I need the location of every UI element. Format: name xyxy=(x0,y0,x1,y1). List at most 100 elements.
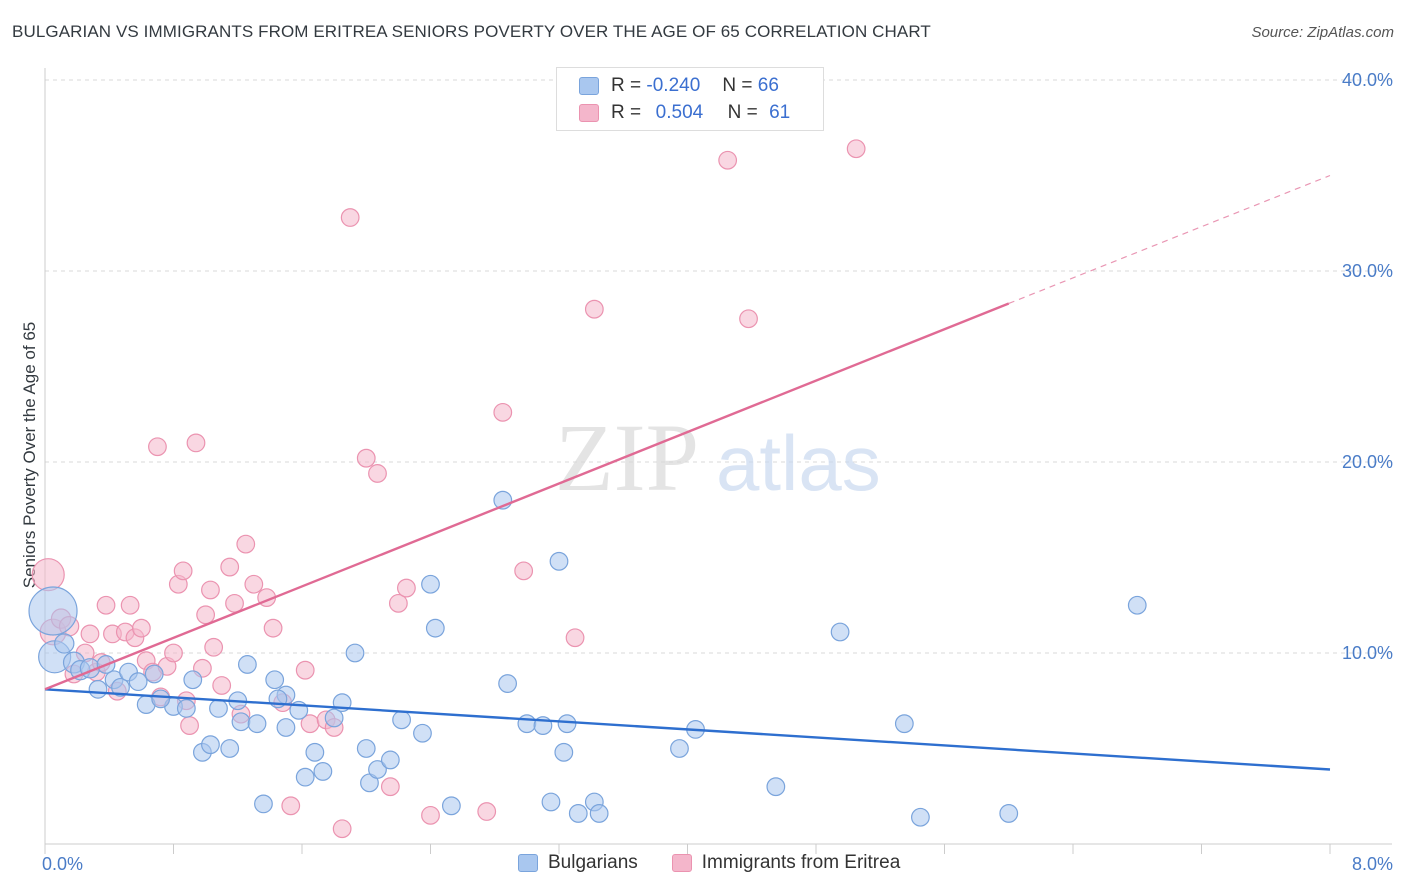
data-point xyxy=(265,670,285,690)
y-tick-label: 10.0% xyxy=(1342,643,1393,663)
data-point xyxy=(209,698,228,718)
bulgarians-swatch xyxy=(518,854,538,872)
trend-line-extension xyxy=(1008,174,1331,305)
bulgarians-swatch xyxy=(579,77,599,95)
data-point xyxy=(846,139,866,159)
data-point xyxy=(554,742,574,762)
data-point xyxy=(254,794,273,814)
data-point xyxy=(225,593,244,613)
legend-label: Immigrants from Eritrea xyxy=(701,852,901,873)
data-point xyxy=(380,750,400,770)
chart-title: BULGARIAN VS IMMIGRANTS FROM ERITREA SEN… xyxy=(12,22,931,41)
data-point xyxy=(120,595,140,615)
y-tick-label: 30.0% xyxy=(1342,261,1393,281)
data-point xyxy=(54,633,75,654)
data-point xyxy=(212,676,232,695)
tick-labels: 10.0% 20.0% 30.0% 40.0% 0.0% 8.0% xyxy=(42,70,1393,874)
data-point xyxy=(236,534,256,554)
data-point xyxy=(324,708,344,728)
data-point xyxy=(31,558,65,592)
x-tick-label: 0.0% xyxy=(42,854,83,874)
data-point xyxy=(237,655,257,674)
source-label: Source: ZipAtlas.com xyxy=(1251,24,1394,41)
data-point xyxy=(541,792,561,812)
axes xyxy=(44,68,1392,854)
data-point xyxy=(247,714,267,734)
trend-line xyxy=(44,302,1010,691)
stats-legend: R = -0.240 N = 66 R = 0.504 N = 61 xyxy=(556,67,824,131)
data-point xyxy=(220,739,240,758)
data-point xyxy=(332,819,352,839)
legend-item-eritrea: Immigrants from Eritrea xyxy=(671,852,901,874)
data-point xyxy=(295,767,315,787)
grid-lines xyxy=(45,79,1392,654)
data-point xyxy=(421,805,440,825)
data-point xyxy=(739,309,758,329)
data-point xyxy=(718,150,738,170)
n-value: 61 xyxy=(769,102,791,123)
data-point xyxy=(263,618,283,638)
n-value: 66 xyxy=(757,75,779,96)
data-point xyxy=(589,804,609,823)
n-label: N = xyxy=(727,102,758,123)
legend-item-bulgarians: Bulgarians xyxy=(518,852,638,874)
data-point xyxy=(498,674,518,693)
data-point xyxy=(96,595,116,615)
r-value: 0.504 xyxy=(655,102,704,123)
data-point xyxy=(313,762,333,781)
data-point xyxy=(565,628,585,648)
data-point xyxy=(356,448,376,468)
data-point xyxy=(128,672,148,692)
y-tick-label: 20.0% xyxy=(1342,452,1393,472)
watermark-atlas: atlas xyxy=(716,419,881,507)
data-point xyxy=(28,586,78,636)
data-point xyxy=(894,714,914,734)
data-point xyxy=(356,739,376,758)
legend-label: Bulgarians xyxy=(548,852,638,873)
data-point xyxy=(392,710,411,730)
data-point xyxy=(231,712,251,732)
data-point xyxy=(305,742,325,762)
data-point xyxy=(340,208,360,227)
data-point xyxy=(421,574,440,594)
data-point xyxy=(830,622,850,642)
data-point xyxy=(766,777,786,797)
eritrea-swatch xyxy=(579,104,599,122)
data-point xyxy=(568,804,588,823)
data-point xyxy=(999,804,1019,823)
data-point xyxy=(148,437,167,457)
r-label: R = xyxy=(611,102,642,123)
data-point xyxy=(201,580,220,600)
data-point xyxy=(413,723,432,743)
data-point xyxy=(670,739,689,758)
data-point xyxy=(368,760,387,779)
r-value: -0.240 xyxy=(646,75,701,96)
data-point xyxy=(244,574,264,594)
trend-lines xyxy=(44,174,1331,771)
data-point xyxy=(186,433,206,453)
r-label: R = xyxy=(611,75,642,96)
data-point xyxy=(549,551,569,571)
data-point xyxy=(183,670,203,690)
n-label: N = xyxy=(722,75,753,96)
data-point xyxy=(493,402,513,422)
data-point xyxy=(111,677,130,697)
data-point xyxy=(380,777,400,797)
data-point xyxy=(88,679,108,699)
data-point xyxy=(164,643,183,663)
data-point xyxy=(557,714,577,734)
data-point xyxy=(176,698,196,718)
data-point xyxy=(180,716,199,735)
data-point xyxy=(201,735,220,755)
data-point xyxy=(196,605,216,625)
data-point xyxy=(144,664,164,684)
stats-row-bulgarians: R = -0.240 N = 66 xyxy=(579,74,779,98)
data-point xyxy=(173,561,193,581)
data-point xyxy=(911,807,930,827)
stats-row-eritrea: R = 0.504 N = 61 xyxy=(579,101,790,125)
data-point xyxy=(276,718,296,737)
eritrea-swatch xyxy=(671,854,692,872)
data-point xyxy=(477,802,497,821)
x-tick-label: 8.0% xyxy=(1352,854,1393,874)
